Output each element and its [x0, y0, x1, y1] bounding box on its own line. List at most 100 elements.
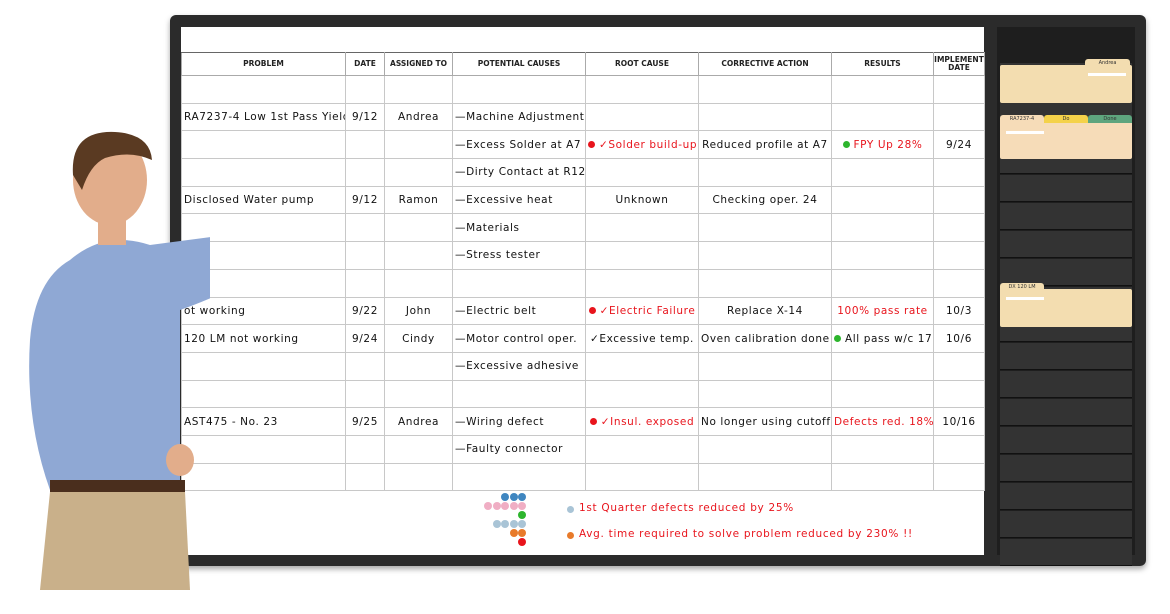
cell-date[interactable]: [345, 158, 385, 187]
cell-implement-date[interactable]: 10/6: [933, 324, 985, 353]
cell-implement-date[interactable]: [933, 185, 985, 215]
cell-result[interactable]: [831, 241, 934, 270]
cell-implement-date[interactable]: [933, 241, 985, 270]
cell-date[interactable]: 9/12: [345, 185, 385, 215]
cell-assigned[interactable]: [384, 241, 453, 270]
cell-root-cause[interactable]: ✓Solder build-up: [585, 130, 699, 160]
cell-potential-cause[interactable]: [452, 379, 586, 409]
cell-corrective-action[interactable]: Reduced profile at A7: [698, 130, 832, 160]
cell-result[interactable]: [831, 434, 934, 464]
cell-date[interactable]: [345, 75, 385, 104]
cell-assigned[interactable]: John: [384, 296, 453, 326]
cell-assigned[interactable]: [384, 213, 453, 243]
cell-date[interactable]: 9/25: [345, 407, 385, 436]
magnet-dot-icon[interactable]: [509, 493, 518, 501]
cell-root-cause[interactable]: [585, 379, 699, 409]
cell-date[interactable]: [345, 351, 385, 381]
cell-corrective-action[interactable]: [698, 75, 832, 104]
magnet-dot-icon[interactable]: [501, 502, 509, 510]
cell-potential-cause[interactable]: —Materials: [452, 213, 586, 243]
cell-root-cause[interactable]: [585, 213, 699, 243]
rack-pocket[interactable]: [1000, 511, 1132, 538]
cell-corrective-action[interactable]: [698, 351, 832, 381]
cell-result[interactable]: Defects red. 18%: [831, 407, 934, 436]
magnet-dot-icon[interactable]: [518, 502, 526, 510]
folder-ra7237[interactable]: RA7237-4 Do Done: [1000, 115, 1132, 159]
cell-date[interactable]: 9/12: [345, 102, 385, 132]
cell-corrective-action[interactable]: [698, 102, 832, 132]
cell-problem[interactable]: AST475 - No. 23: [181, 407, 346, 436]
magnet-dot-icon[interactable]: [492, 520, 501, 528]
cell-assigned[interactable]: [384, 130, 453, 160]
magnet-dot-icon[interactable]: [509, 520, 518, 528]
cell-assigned[interactable]: Ramon: [384, 185, 453, 215]
cell-result[interactable]: [831, 102, 934, 132]
magnet-dot-icon[interactable]: [518, 493, 526, 501]
cell-root-cause[interactable]: [585, 351, 699, 381]
cell-result[interactable]: All pass w/c 17: [831, 324, 934, 353]
cell-corrective-action[interactable]: [698, 241, 832, 270]
cell-root-cause[interactable]: [585, 434, 699, 464]
cell-potential-cause[interactable]: —Electric belt: [452, 296, 586, 326]
cell-assigned[interactable]: [384, 462, 453, 492]
cell-potential-cause[interactable]: —Motor control oper.: [452, 324, 586, 353]
cell-result[interactable]: [831, 75, 934, 104]
cell-root-cause[interactable]: ✓Excessive temp.: [585, 324, 699, 353]
folder-andrea[interactable]: Andrea: [1000, 59, 1132, 103]
cell-result[interactable]: [831, 185, 934, 215]
cell-assigned[interactable]: [384, 268, 453, 298]
cell-result[interactable]: 100% pass rate: [831, 296, 934, 326]
cell-result[interactable]: [831, 462, 934, 492]
rack-pocket[interactable]: [1000, 203, 1132, 230]
rack-pocket[interactable]: [1000, 483, 1132, 510]
cell-corrective-action[interactable]: [698, 462, 832, 492]
cell-root-cause[interactable]: [585, 75, 699, 104]
cell-corrective-action[interactable]: [698, 434, 832, 464]
cell-assigned[interactable]: [384, 75, 453, 104]
cell-problem[interactable]: Disclosed Water pump: [181, 185, 346, 215]
cell-result[interactable]: [831, 379, 934, 409]
magnet-dot-icon[interactable]: [518, 538, 526, 546]
cell-result[interactable]: [831, 351, 934, 381]
magnet-dot-icon[interactable]: [484, 502, 492, 510]
magnet-dot-icon[interactable]: [501, 493, 509, 501]
cell-potential-cause[interactable]: —Dirty Contact at R12: [452, 158, 586, 187]
cell-assigned[interactable]: [384, 351, 453, 381]
rack-pocket[interactable]: [1000, 455, 1132, 482]
cell-implement-date[interactable]: [933, 434, 985, 464]
cell-potential-cause[interactable]: —Stress tester: [452, 241, 586, 270]
cell-result[interactable]: FPY Up 28%: [831, 130, 934, 160]
cell-date[interactable]: [345, 379, 385, 409]
cell-implement-date[interactable]: [933, 75, 985, 104]
cell-assigned[interactable]: Andrea: [384, 102, 453, 132]
cell-root-cause[interactable]: ✓Electric Failure: [585, 296, 699, 326]
rack-pocket[interactable]: [1000, 371, 1132, 398]
cell-assigned[interactable]: Cindy: [384, 324, 453, 353]
rack-pocket[interactable]: [1000, 539, 1132, 566]
cell-date[interactable]: [345, 268, 385, 298]
cell-problem[interactable]: [181, 75, 346, 104]
cell-implement-date[interactable]: [933, 158, 985, 187]
magnet-dot-icon[interactable]: [501, 520, 509, 528]
cell-implement-date[interactable]: 10/16: [933, 407, 985, 436]
cell-assigned[interactable]: [384, 379, 453, 409]
cell-root-cause[interactable]: [585, 241, 699, 270]
cell-implement-date[interactable]: 9/24: [933, 130, 985, 160]
cell-potential-cause[interactable]: —Excessive heat: [452, 185, 586, 215]
cell-potential-cause[interactable]: —Excess Solder at A7: [452, 130, 586, 160]
cell-implement-date[interactable]: [933, 462, 985, 492]
magnet-dot-icon[interactable]: [492, 502, 501, 510]
cell-corrective-action[interactable]: [698, 158, 832, 187]
cell-corrective-action[interactable]: No longer using cutoffs: [698, 407, 832, 436]
cell-corrective-action[interactable]: Oven calibration done: [698, 324, 832, 353]
cell-implement-date[interactable]: [933, 268, 985, 298]
magnet-dot-icon[interactable]: [509, 529, 518, 537]
cell-root-cause[interactable]: [585, 102, 699, 132]
cell-date[interactable]: [345, 130, 385, 160]
magnet-dot-icon[interactable]: [518, 520, 526, 528]
rack-pocket[interactable]: [1000, 427, 1132, 454]
cell-root-cause[interactable]: Unknown: [585, 185, 699, 215]
cell-potential-cause[interactable]: —Machine Adjustment: [452, 102, 586, 132]
cell-corrective-action[interactable]: [698, 213, 832, 243]
cell-implement-date[interactable]: [933, 379, 985, 409]
